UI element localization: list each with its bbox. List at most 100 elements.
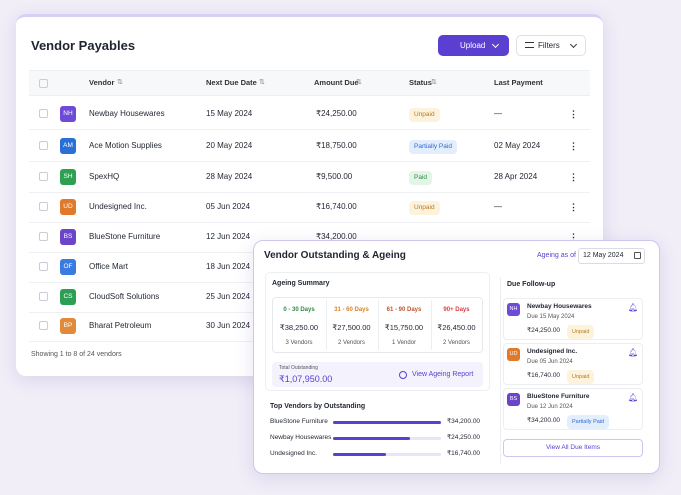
calendar-icon: [634, 252, 641, 259]
section-title: Ageing Summary: [272, 280, 330, 287]
filters-label: Filters: [538, 41, 560, 50]
vendor-name: Ace Motion Supplies: [89, 141, 162, 150]
followup-due: Due 12 Jun 2024: [527, 404, 573, 410]
bucket-label: 31 - 60 Days: [334, 307, 369, 313]
avatar: OF: [60, 259, 76, 275]
bucket-divider: [378, 300, 379, 350]
avatar: CS: [60, 289, 76, 305]
bucket-amount: ₹38,250.00: [279, 323, 319, 332]
vendor-name: Undesigned Inc.: [270, 450, 317, 457]
avatar: AM: [60, 138, 76, 154]
upload-label: Upload: [460, 41, 486, 50]
row-divider: [29, 222, 590, 223]
upload-button[interactable]: [438, 35, 509, 56]
section-title: Top Vendors by Outstanding: [270, 403, 366, 410]
sort-icon: ⇅: [356, 79, 362, 86]
followup-item[interactable]: [503, 343, 643, 385]
section-title: Due Follow-up: [507, 281, 556, 288]
row-menu[interactable]: ⋮: [569, 141, 578, 151]
bucket-count: 3 Vendors: [285, 340, 313, 346]
followup-amount: ₹16,740.00: [527, 372, 561, 379]
checkbox[interactable]: [39, 172, 48, 181]
report-link[interactable]: View Ageing Report: [412, 371, 474, 378]
column-header[interactable]: Next Due Date: [206, 78, 257, 87]
as-of-date: 12 May 2024: [583, 252, 624, 259]
status-badge: Partially Paid: [409, 140, 457, 154]
due-date: 18 Jun 2024: [206, 262, 251, 271]
bar: [333, 436, 410, 440]
sort-icon: ⇅: [117, 79, 123, 86]
total-box: [272, 362, 483, 387]
vendor-name: Newbay Housewares: [270, 434, 332, 441]
status-badge: Unpaid: [409, 108, 440, 122]
followup-name: Undesigned Inc.: [527, 348, 578, 355]
vendor-name: BlueStone Furniture: [89, 232, 161, 241]
amount-due: ₹24,250.00: [316, 109, 357, 118]
bell-icon[interactable]: 🔔︎: [628, 303, 639, 312]
checkbox[interactable]: [39, 79, 48, 88]
row-menu[interactable]: ⋮: [569, 202, 578, 212]
avatar: BS: [60, 229, 76, 245]
view-all-button[interactable]: View All Due Items: [503, 439, 643, 457]
ageing-card: [253, 240, 660, 474]
followup-due: Due 15 May 2024: [527, 314, 575, 320]
bucket-label: 90+ Days: [443, 307, 470, 313]
as-of-label: Ageing as of: [537, 252, 576, 259]
last-payment: 28 Apr 2024: [494, 172, 538, 181]
checkbox[interactable]: [39, 202, 48, 211]
status-badge: Unpaid: [567, 325, 595, 339]
filter-icon: [525, 42, 534, 48]
vendor-name: Newbay Housewares: [89, 109, 165, 118]
due-date: 28 May 2024: [206, 172, 253, 181]
bucket-amount: ₹27,500.00: [332, 323, 371, 332]
last-payment: 02 May 2024: [494, 141, 541, 150]
followup-box: [500, 277, 650, 464]
column-header[interactable]: Vendor: [89, 78, 115, 87]
row-menu[interactable]: ⋮: [569, 172, 578, 182]
checkbox[interactable]: [39, 262, 48, 271]
column-header[interactable]: Status: [409, 78, 432, 87]
due-date: 30 Jun 2024: [206, 321, 251, 330]
bar-track: [333, 452, 441, 456]
date-box[interactable]: [578, 248, 645, 264]
vendor-name: SpexHQ: [89, 172, 120, 181]
checkbox[interactable]: [39, 109, 48, 118]
vendor-name: BlueStone Furniture: [270, 418, 328, 425]
bucket-amount: ₹15,750.00: [384, 323, 424, 332]
checkbox[interactable]: [39, 321, 48, 330]
report-icon: [399, 371, 407, 379]
followup-item[interactable]: [503, 388, 643, 430]
bucket-count: 2 Vendors: [337, 340, 366, 346]
due-date: 25 Jun 2024: [206, 292, 251, 301]
followup-item[interactable]: [503, 298, 643, 340]
table-footer: Showing 1 to 8 of 24 vendors: [31, 351, 122, 358]
buckets-box: [272, 297, 483, 353]
amount-due: ₹18,750.00: [316, 141, 357, 150]
followup-name: Newbay Housewares: [527, 303, 592, 310]
status-badge: Partially Paid: [567, 415, 610, 429]
bell-icon[interactable]: 🔔︎: [628, 348, 639, 357]
avatar: SH: [60, 169, 76, 185]
vendor-name: Office Mart: [89, 262, 128, 271]
due-date: 15 May 2024: [206, 109, 253, 118]
bell-icon[interactable]: 🔔︎: [628, 393, 639, 402]
followup-amount: ₹34,200.00: [527, 417, 561, 424]
checkbox[interactable]: [39, 232, 48, 241]
column-header[interactable]: Last Payment: [494, 78, 543, 87]
row-menu[interactable]: ⋮: [569, 109, 578, 119]
avatar: BP: [60, 318, 76, 334]
vendor-amount: ₹34,200.00: [447, 418, 481, 425]
checkbox[interactable]: [39, 141, 48, 150]
vendor-name: CloudSoft Solutions: [89, 292, 160, 301]
column-header[interactable]: Amount Due: [314, 78, 359, 87]
vendor-name: Bharat Petroleum: [89, 321, 152, 330]
avatar: NH: [60, 106, 76, 122]
bucket-count: 1 Vendor: [391, 340, 417, 346]
avatar: NH: [507, 303, 520, 316]
due-date: 05 Jun 2024: [206, 202, 251, 211]
row-menu[interactable]: ⋮: [569, 232, 578, 242]
filters-button[interactable]: [516, 35, 586, 56]
avatar: UD: [507, 348, 520, 361]
checkbox[interactable]: [39, 292, 48, 301]
